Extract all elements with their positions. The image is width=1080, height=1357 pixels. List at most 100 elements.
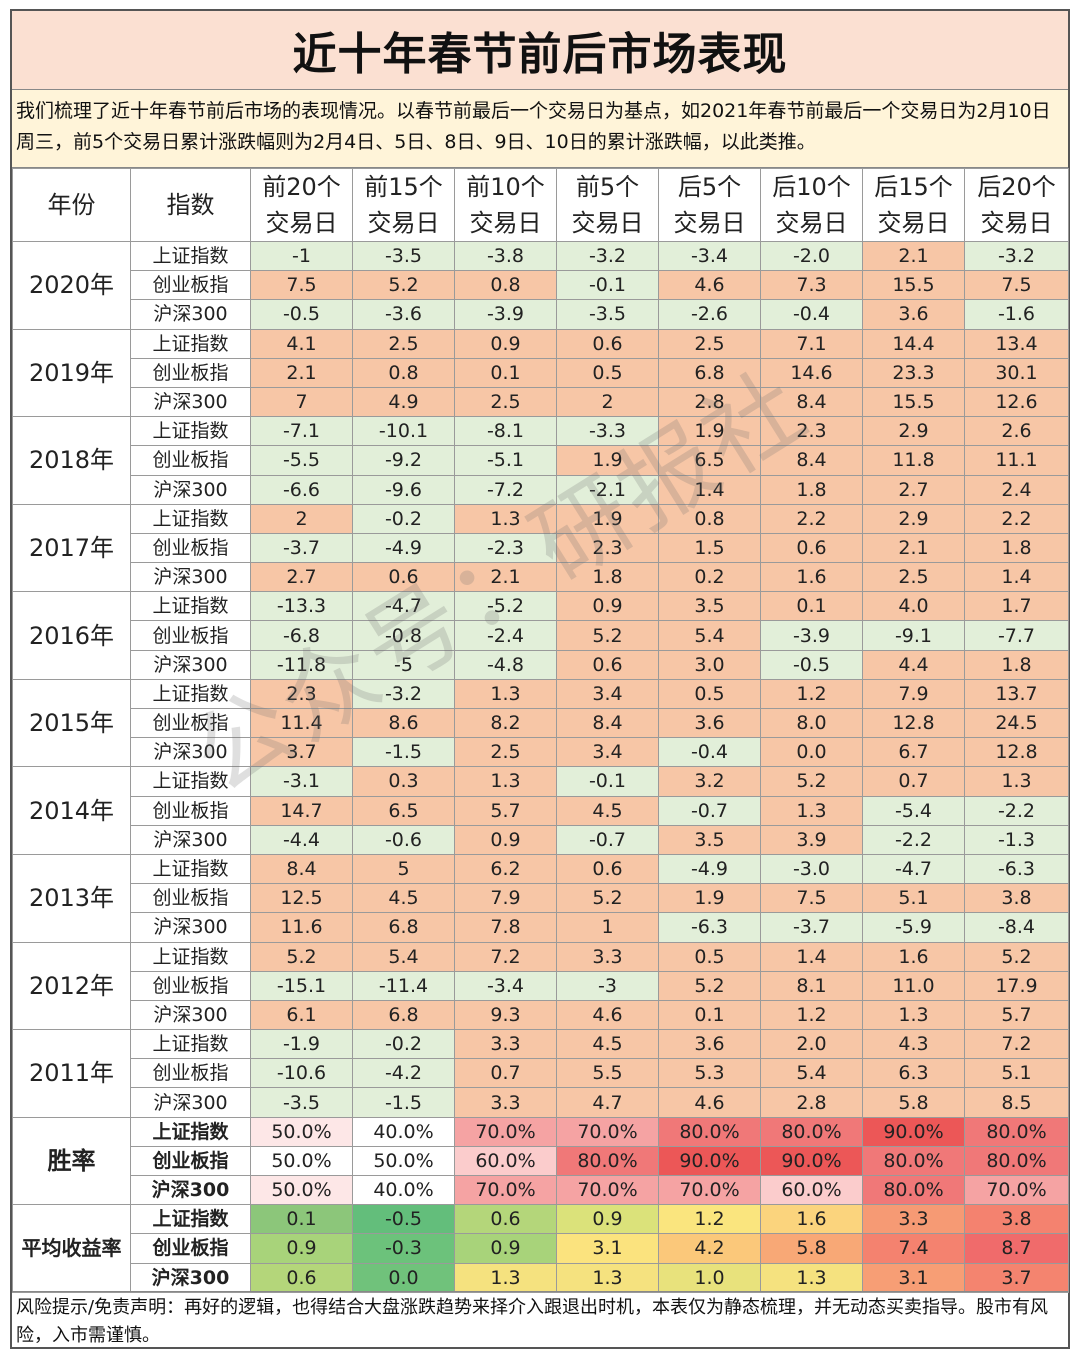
table-row: 2020年 上证指数 -1 -3.5 -3.8 -3.2 -3.4 -2.0 2.1 -3.2	[12, 240, 1069, 330]
index-name-cell: 上证指数	[130, 416, 251, 447]
disclaimer: 风险提示/免责声明：再好的逻辑，也得结合大盘涨跌趋势来择介入跟退出时机，本表仅为…	[12, 1291, 1068, 1347]
summary-value-cell: 0.9	[454, 1233, 557, 1264]
table-row: 创业板指 2.1 0.8 0.1 0.5 6.8 14.6 23.3 30.1	[13, 357, 1069, 388]
value-cell: -4.2	[352, 1058, 455, 1089]
table-row: 沪深300 6.1 6.8 9.3 4.6 0.1 1.2 1.3 5.7	[13, 999, 1069, 1031]
index-name-cell: 沪深300	[130, 1262, 251, 1293]
value-cell: 6.5	[658, 445, 761, 476]
value-cell: 5	[352, 853, 455, 885]
value-cell: -11.8	[250, 649, 353, 680]
value-cell: 8.6	[352, 707, 455, 739]
index-name-cell: 上证指数	[130, 240, 251, 272]
summary-value-cell: 40.0%	[352, 1116, 455, 1147]
table-row: 2016年 上证指数 -13.3 -4.7 -5.2 0.9 3.5 0.1 4.0 1.7	[12, 591, 1069, 680]
index-name-cell: 创业板指	[130, 270, 251, 301]
index-name-cell: 沪深300	[130, 1174, 251, 1206]
value-cell: 7.9	[862, 678, 965, 710]
value-cell: -1.5	[352, 737, 455, 768]
value-cell: 6.5	[352, 795, 455, 826]
value-cell: -0.2	[352, 1029, 455, 1060]
table-row: 沪深300 11.6 6.8 7.8 1 -6.3 -3.7 -5.9 -8.4	[13, 912, 1069, 943]
value-cell: -0.5	[760, 649, 863, 680]
value-cell: 4.6	[556, 999, 659, 1031]
year-cell: 2012年	[12, 941, 131, 1031]
value-cell: 0.8	[454, 270, 557, 301]
value-cell: 3.9	[760, 824, 863, 855]
value-cell: 11.0	[862, 970, 965, 1001]
summary-row: 沪深300 50.0% 40.0% 70.0% 70.0% 70.0% 60.0% 80.0%…	[13, 1174, 1069, 1206]
index-name-cell: 上证指数	[130, 328, 251, 359]
summary-value-cell: 80.0%	[658, 1116, 761, 1147]
value-cell: 4.3	[862, 1029, 965, 1060]
value-cell: 2.1	[454, 562, 557, 593]
value-cell: 0.5	[556, 357, 659, 388]
value-cell: 3.0	[658, 649, 761, 680]
value-cell: 2.1	[250, 357, 353, 388]
value-cell: 2.2	[964, 503, 1069, 534]
value-cell: -2.1	[556, 474, 659, 505]
value-cell: -3	[556, 970, 659, 1001]
value-cell: 1.8	[760, 474, 863, 505]
value-cell: 7.5	[760, 883, 863, 914]
index-name-cell: 沪深300	[130, 386, 251, 418]
index-name-cell: 上证指数	[130, 503, 251, 534]
value-cell: 8.4	[250, 853, 353, 885]
value-cell: 6.7	[862, 737, 965, 768]
value-cell: 6.8	[352, 912, 455, 943]
year-cell: 2020年	[12, 241, 131, 330]
value-cell: 4.4	[862, 649, 965, 680]
value-cell: 0.6	[556, 649, 659, 680]
value-cell: 1.8	[556, 562, 659, 593]
summary-value-cell: 0.9	[250, 1233, 353, 1264]
value-cell: -1.6	[964, 299, 1069, 330]
index-name-cell: 创业板指	[130, 795, 251, 826]
summary-value-cell: 3.7	[964, 1262, 1069, 1293]
value-cell: -2.2	[964, 795, 1069, 826]
value-cell: -7.1	[250, 416, 353, 447]
summary-row: 创业板指 50.0% 50.0% 60.0% 80.0% 90.0% 90.0% 80.0% 8…	[13, 1145, 1069, 1177]
table-row: 2012年 上证指数 5.2 5.4 7.2 3.3 0.5 1.4 1.6 5.2	[12, 941, 1069, 1031]
value-cell: -1.9	[250, 1029, 353, 1060]
summary-value-cell: 90.0%	[658, 1145, 761, 1177]
year-cell: 2018年	[12, 416, 131, 505]
title-bar: 近十年春节前后市场表现	[12, 11, 1068, 90]
index-name-cell: 沪深300	[130, 912, 251, 943]
year-cell: 2017年	[12, 503, 131, 593]
summary-value-cell: 1.6	[760, 1204, 863, 1235]
summary-value-cell: 60.0%	[454, 1145, 557, 1177]
value-cell: 1	[556, 912, 659, 943]
index-name-cell: 上证指数	[130, 1204, 251, 1235]
value-cell: 4.1	[250, 328, 353, 359]
value-cell: -1.3	[964, 824, 1069, 855]
summary-value-cell: 0.9	[556, 1204, 659, 1235]
value-cell: 1.3	[862, 999, 965, 1031]
summary-label-cell: 胜率	[12, 1116, 131, 1206]
table-row: 创业板指 7.5 5.2 0.8 -0.1 4.6 7.3 15.5 7.5	[13, 270, 1069, 301]
value-cell: 0.1	[658, 999, 761, 1031]
table-row: 创业板指 14.7 6.5 5.7 4.5 -0.7 1.3 -5.4 -2.2	[13, 795, 1069, 826]
value-cell: 1.9	[556, 445, 659, 476]
table-row: 2017年 上证指数 2 -0.2 1.3 1.9 0.8 2.2 2.9 2.2	[12, 503, 1069, 593]
value-cell: 5.2	[658, 970, 761, 1001]
value-cell: -4.7	[862, 853, 965, 885]
value-cell: 1.6	[862, 941, 965, 972]
header-period: 前15个 交易日	[352, 168, 455, 242]
value-cell: 0.7	[862, 766, 965, 797]
value-cell: -3.7	[250, 532, 353, 564]
year-cell: 2014年	[12, 766, 131, 855]
value-cell: -5.1	[454, 445, 557, 476]
summary-row: 沪深300 0.6 0.0 1.3 1.3 1.0 1.3 3.1 3.7	[13, 1262, 1069, 1293]
summary-value-cell: 70.0%	[658, 1174, 761, 1206]
value-cell: 1.8	[964, 649, 1069, 680]
table-row: 创业板指 -6.8 -0.8 -2.4 5.2 5.4 -3.9 -9.1 -7.7	[13, 620, 1069, 651]
value-cell: -3.5	[352, 240, 455, 272]
value-cell: 14.4	[862, 328, 965, 359]
summary-value-cell: 80.0%	[964, 1116, 1069, 1147]
value-cell: 7.2	[454, 941, 557, 972]
summary-value-cell: 4.2	[658, 1233, 761, 1264]
value-cell: 1.2	[760, 678, 863, 710]
value-cell: 2.8	[760, 1087, 863, 1118]
value-cell: 2.5	[352, 328, 455, 359]
value-cell: 5.2	[250, 941, 353, 972]
value-cell: 1.8	[964, 532, 1069, 564]
